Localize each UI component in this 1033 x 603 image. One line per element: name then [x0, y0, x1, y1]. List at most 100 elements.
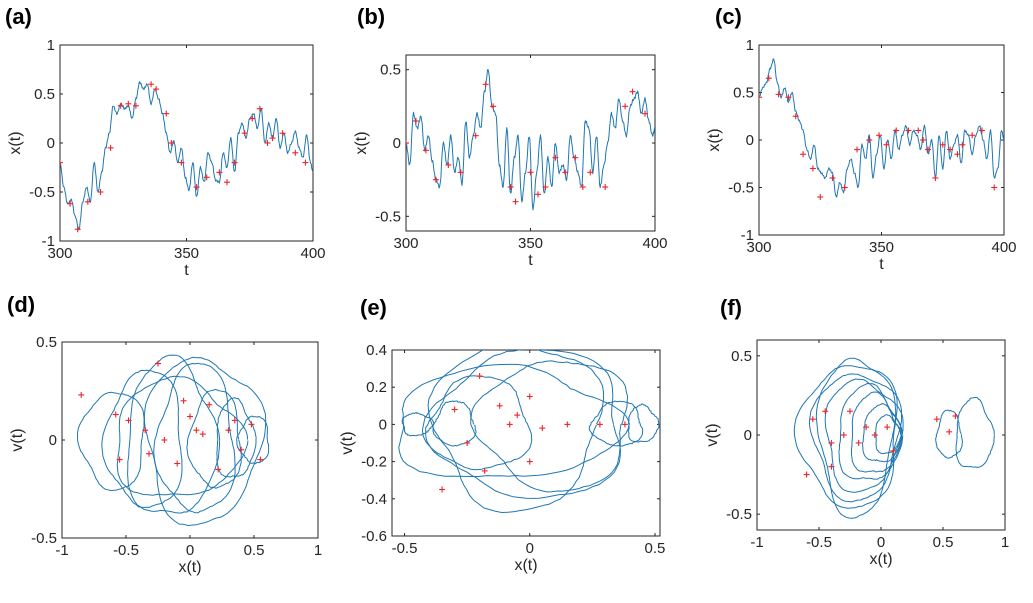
sample-marker — [112, 411, 119, 418]
sample-marker — [457, 169, 464, 176]
sample-marker — [178, 159, 185, 166]
sample-marker — [256, 105, 263, 112]
sample-marker — [412, 118, 419, 124]
sample-marker — [180, 397, 187, 404]
panel-f: (f) -1 -0.5 0 0.5 1 -0.5 0 0.5 x(t) v(t) — [704, 295, 1009, 568]
sample-marker — [97, 189, 104, 195]
sample-marker — [142, 427, 149, 434]
x-tick-label: 0 — [186, 542, 194, 559]
phase-loop — [127, 354, 221, 514]
y-tick-label: -0.5 — [29, 184, 55, 201]
y-tick-label: 0 — [47, 135, 55, 152]
sample-marker — [991, 184, 998, 191]
sample-marker — [161, 437, 168, 443]
phase-loop — [627, 403, 660, 443]
y-axis-label: v(t) — [9, 428, 26, 451]
y-tick-label: 0 — [49, 432, 57, 449]
sample-marker — [809, 416, 816, 423]
x-tick-label: 0.5 — [933, 534, 954, 551]
x-tick-label: 0 — [877, 534, 885, 551]
panel-label-a: (a) — [5, 4, 32, 29]
phase-loop — [809, 373, 903, 503]
panel-label-d: (d) — [7, 292, 35, 317]
y-tick-label: -0.2 — [361, 454, 387, 471]
sample-marker — [216, 169, 223, 176]
sample-marker — [125, 417, 132, 424]
sample-marker — [765, 75, 772, 82]
sample-marker — [527, 169, 534, 176]
sample-marker — [74, 226, 81, 233]
sample-marker — [947, 146, 954, 153]
sample-marker — [238, 446, 245, 453]
panel-e: (e) -0.5 0 0.5 -0.6 -0.4 -0.2 0 0.2 0.4 x(t) v(t) — [339, 295, 665, 574]
sample-marker — [67, 200, 74, 207]
phase-loop — [216, 397, 257, 478]
sample-marker — [117, 102, 124, 109]
sample-marker — [78, 391, 85, 398]
sample-marker — [893, 127, 900, 134]
phase-loop — [427, 350, 605, 513]
phase-loop — [421, 350, 621, 499]
sample-marker — [534, 191, 541, 198]
sample-marker — [602, 184, 609, 190]
sample-marker — [512, 198, 519, 205]
phase-loop — [470, 360, 629, 493]
sample-marker — [866, 137, 873, 143]
x-axis-label: t — [528, 252, 533, 269]
x-tick-label: 300 — [393, 235, 418, 252]
phase-loop — [116, 375, 249, 496]
sample-marker — [199, 431, 206, 438]
sample-marker — [193, 427, 200, 434]
sample-marker — [562, 169, 569, 176]
y-tick-label: -0.5 — [31, 530, 57, 547]
phase-loop — [815, 357, 897, 519]
phase-loop — [425, 375, 533, 471]
y-axis-label: x(t) — [706, 128, 723, 151]
sample-marker — [959, 141, 966, 148]
y-tick-label: 0.5 — [36, 334, 57, 351]
sample-marker — [822, 408, 829, 415]
sample-marker — [587, 169, 594, 176]
sample-marker — [148, 81, 155, 88]
x-tick-label: -0.5 — [806, 534, 832, 551]
sample-marker — [785, 94, 792, 101]
sample-marker — [876, 132, 883, 139]
sample-marker — [925, 146, 932, 153]
sample-marker — [445, 162, 452, 168]
sample-marker — [249, 115, 256, 122]
sample-marker — [792, 113, 799, 120]
x-axis-label: x(t) — [514, 557, 537, 574]
panel-label-c: (c) — [715, 4, 742, 29]
sample-marker — [841, 184, 848, 191]
sample-marker — [125, 100, 132, 107]
panel-d: (d) -1 -0.5 0 0.5 1-0.500.5x(t)v(t) — [7, 292, 322, 576]
x-tick-label: 1 — [314, 542, 322, 559]
y-tick-label: 0.5 — [34, 86, 55, 103]
x-tick-label: 350 — [869, 239, 894, 256]
y-tick-label: -0.4 — [361, 491, 387, 508]
sample-marker — [871, 432, 878, 438]
x-tick-label: 1 — [1001, 534, 1009, 551]
sample-marker — [168, 140, 175, 146]
sample-marker — [206, 401, 213, 408]
sample-marker — [829, 175, 836, 181]
x-tick-label: 300 — [47, 245, 72, 262]
phase-loop — [793, 365, 898, 509]
sample-marker — [803, 471, 810, 478]
y-tick-label: -0.5 — [375, 208, 401, 225]
plot-frame — [391, 349, 661, 537]
sample-marker — [890, 447, 897, 454]
x-tick-label: -0.5 — [392, 540, 418, 557]
y-tick-label: 0.5 — [731, 348, 752, 365]
sample-marker — [514, 412, 521, 419]
sample-marker — [116, 456, 123, 463]
y-tick-label: -1 — [741, 227, 754, 244]
phase-loop — [153, 362, 236, 514]
sample-marker — [800, 151, 807, 158]
y-tick-label: 0 — [393, 135, 401, 152]
sample-marker — [269, 135, 276, 142]
sample-marker — [155, 360, 161, 367]
sample-marker — [572, 154, 579, 161]
sample-marker — [231, 417, 238, 424]
y-tick-label: 1 — [47, 37, 55, 54]
